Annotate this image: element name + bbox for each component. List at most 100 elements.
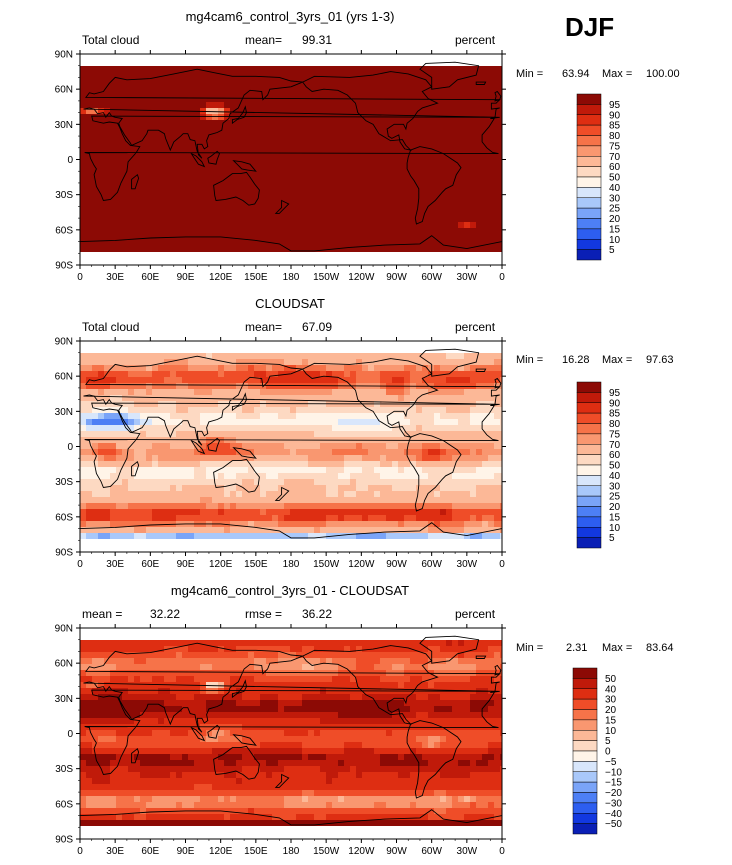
colorbar-label: −30 xyxy=(605,798,622,809)
lat-tick-label: 0 xyxy=(67,155,73,166)
coastline-africa-eurasia xyxy=(83,68,501,201)
colorbar-swatch xyxy=(576,495,602,507)
colorbar-label: 60 xyxy=(609,450,621,461)
colorbar-swatch xyxy=(576,464,602,476)
panel-2-variable-label: Total cloud xyxy=(82,320,140,334)
colorbar-swatch xyxy=(576,114,602,126)
colorbar-label: −50 xyxy=(605,819,622,830)
panel-3-title: mg4cam6_control_3yrs_01 - CLOUDSAT xyxy=(170,583,410,598)
lon-tick-label: 60W xyxy=(421,559,442,570)
lon-tick-label: 30E xyxy=(106,846,124,857)
panel-1-title: mg4cam6_control_3yrs_01 (yrs 1-3) xyxy=(185,9,395,24)
coastline-africa-eurasia xyxy=(83,642,501,775)
coastline-north-america xyxy=(302,358,439,438)
colorbar-swatch xyxy=(576,187,602,198)
coastline-new-guinea xyxy=(232,160,257,172)
lon-tick-label: 150E xyxy=(244,272,268,283)
lat-tick-label: 90N xyxy=(55,624,73,635)
colorbar-label: 20 xyxy=(609,502,621,513)
colorbar-swatch xyxy=(576,412,602,424)
lon-tick-label: 150E xyxy=(244,846,268,857)
lat-tick-label: 30S xyxy=(55,764,73,775)
colorbar-label: 25 xyxy=(609,204,621,215)
lat-tick-label: 30S xyxy=(55,477,73,488)
colorbar-label: 20 xyxy=(609,214,621,225)
colorbar-swatch xyxy=(572,688,598,700)
colorbar-swatch xyxy=(576,156,602,167)
lon-tick-label: 120W xyxy=(348,846,375,857)
colorbar-swatch xyxy=(576,124,602,136)
colorbar-swatch xyxy=(572,730,598,741)
colorbar-label: 10 xyxy=(609,523,621,534)
lon-tick-label: 30E xyxy=(106,559,124,570)
colorbar-label: 80 xyxy=(609,131,621,142)
colorbar-swatch xyxy=(576,228,602,240)
coastline-japan xyxy=(231,105,247,125)
colorbar-swatch xyxy=(576,249,602,261)
panel-1-max-label: Max = xyxy=(602,68,633,80)
panel-3-min-label: Min = xyxy=(516,642,544,654)
lon-tick-label: 120W xyxy=(348,559,375,570)
colorbar-label: −10 xyxy=(605,767,622,778)
colorbar-swatch xyxy=(572,823,598,835)
lon-tick-label: 0 xyxy=(499,559,505,570)
coastline-madagascar xyxy=(131,173,140,190)
map-panel-1: 90N 60N 30N 0 30S 60S 90S 0 30E 60E 90E 120E 150E 180… xyxy=(55,50,621,284)
panel-3-min-value: 2.31 xyxy=(566,642,588,654)
colorbar-swatch xyxy=(576,176,602,188)
lon-tick-label: 0 xyxy=(499,272,505,283)
panel-3-mean-label: mean = xyxy=(82,607,123,621)
colorbar-swatch xyxy=(572,792,598,804)
lat-tick-label: 30N xyxy=(55,407,73,418)
lon-tick-label: 120E xyxy=(209,846,233,857)
lat-tick-label: 90N xyxy=(55,337,73,348)
lat-tick-label: 90N xyxy=(55,50,73,61)
colorbar-label: 15 xyxy=(609,512,621,523)
lon-tick-label: 180 xyxy=(283,559,300,570)
colorbar-label: 25 xyxy=(609,492,621,503)
coastline-sumatra xyxy=(190,152,206,168)
coastline-australia xyxy=(213,171,260,206)
colorbar-swatch xyxy=(576,506,602,518)
lon-tick-label: 0 xyxy=(77,272,83,283)
coastline-north-america xyxy=(302,71,439,151)
colorbar-swatch xyxy=(576,218,602,230)
lon-tick-label: 60E xyxy=(141,272,159,283)
lat-tick-label: 60N xyxy=(55,85,73,96)
coastline-antarctica xyxy=(80,522,502,539)
panel-1-mean-label: mean= xyxy=(245,33,283,47)
colorbar-swatch xyxy=(576,423,602,435)
colorbar-label: 60 xyxy=(609,162,621,173)
panel-1-min-value: 63.94 xyxy=(562,68,590,80)
colorbar-swatch xyxy=(572,750,598,762)
coastline-australia xyxy=(213,745,260,780)
coastline-sumatra xyxy=(190,726,206,742)
coastline-madagascar xyxy=(131,460,140,477)
lat-tick-label: 60S xyxy=(55,512,73,523)
panel-1-min-label: Min = xyxy=(516,68,544,80)
lon-tick-label: 90W xyxy=(386,272,407,283)
colorbar-swatch xyxy=(572,761,598,772)
coastline-uk xyxy=(494,377,502,389)
colorbar-label: 85 xyxy=(609,121,621,132)
colorbar-swatch xyxy=(576,207,602,219)
lon-tick-label: 90W xyxy=(386,559,407,570)
colorbar-swatch xyxy=(572,771,598,783)
lon-tick-label: 90W xyxy=(386,846,407,857)
panel-3-rmse-label: rmse = xyxy=(245,607,283,621)
coastline-sumatra xyxy=(190,439,206,455)
coastline-greenland xyxy=(419,635,480,664)
panel-2-units: percent xyxy=(455,320,496,334)
panel-3-units: percent xyxy=(455,607,496,621)
colorbar-label: 90 xyxy=(609,110,621,121)
colorbar-swatch xyxy=(576,433,602,445)
coastline-borneo xyxy=(207,150,221,165)
lon-tick-label: 150W xyxy=(313,559,340,570)
lon-tick-label: 90E xyxy=(177,559,195,570)
colorbar-swatch xyxy=(576,485,602,497)
colorbar-label: 10 xyxy=(605,726,617,737)
coastline-new-zealand xyxy=(274,199,290,214)
lon-tick-label: 0 xyxy=(77,846,83,857)
lon-tick-label: 0 xyxy=(77,559,83,570)
